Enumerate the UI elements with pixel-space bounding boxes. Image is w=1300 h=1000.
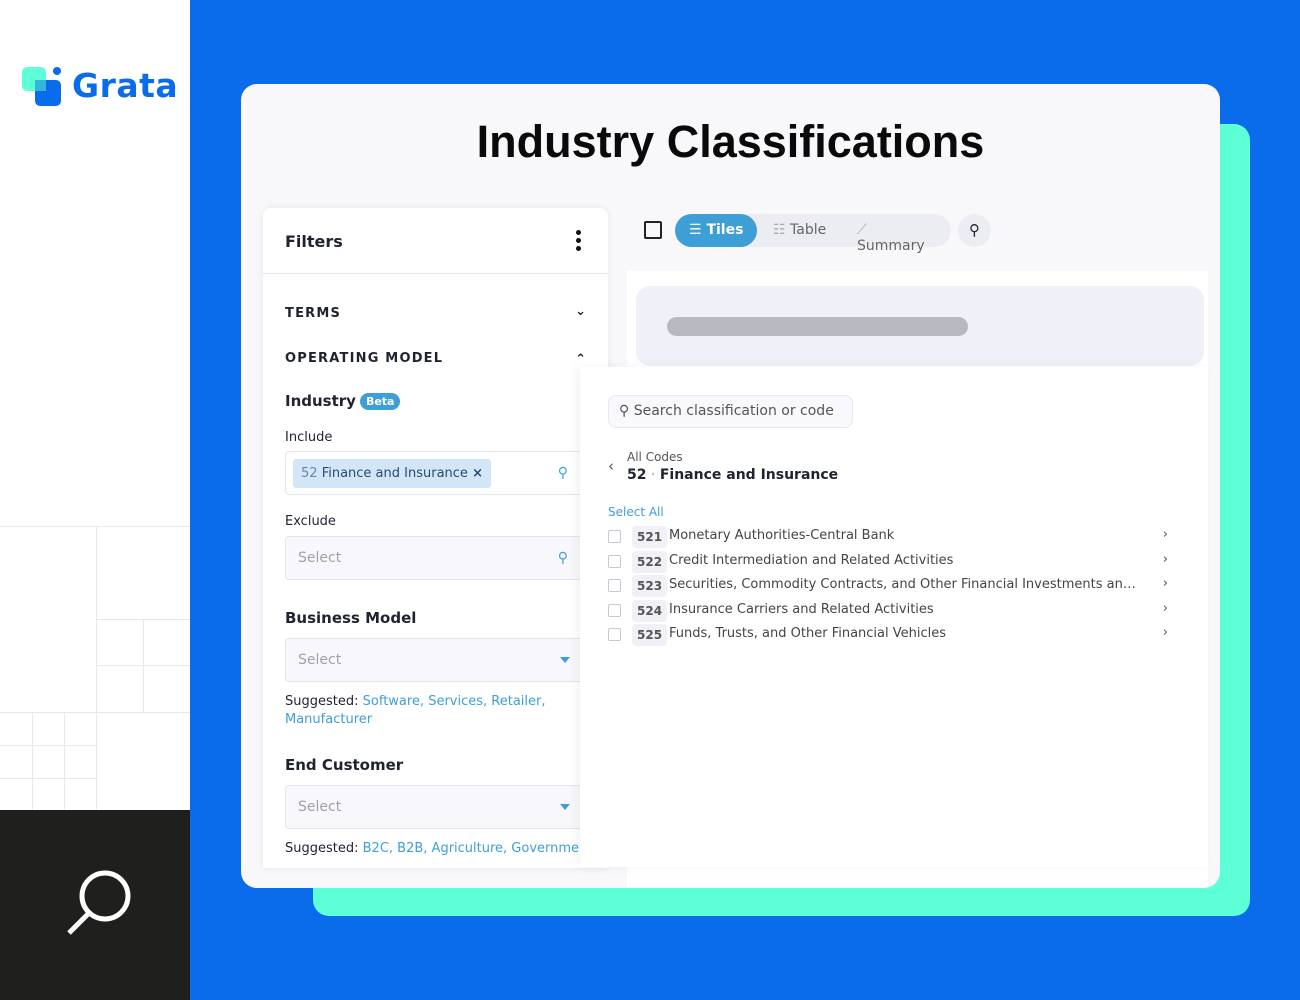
tab-tiles[interactable]: ☰ Tiles (675, 214, 758, 247)
industry-label: Industry Beta (285, 392, 401, 410)
end-customer-label: End Customer (285, 756, 404, 774)
row-code: 522 (632, 550, 668, 573)
skeleton-bar (667, 317, 968, 336)
chevron-right-icon[interactable]: › (1162, 576, 1168, 591)
exclude-input[interactable]: Select ⚲ (285, 536, 585, 580)
search-icon: ⚲ (969, 221, 980, 239)
search-icon: ⚲ (619, 403, 634, 419)
chevron-right-icon[interactable]: › (1162, 600, 1168, 616)
end-customer-select[interactable]: Select (285, 785, 585, 829)
chevron-right-icon[interactable]: › (1162, 527, 1168, 542)
beta-badge: Beta (359, 393, 401, 410)
select-all-checkbox[interactable] (644, 221, 662, 239)
classification-row[interactable]: 522 Credit Intermediation and Related Act… (608, 550, 1168, 574)
chevron-right-icon[interactable]: › (1162, 551, 1168, 567)
row-label: Monetary Authorities-Central Bank (669, 528, 895, 543)
row-code: 523 (632, 575, 668, 597)
row-checkbox[interactable] (608, 603, 621, 617)
chevron-down-icon[interactable]: ⌄ (575, 304, 586, 319)
divider (263, 273, 608, 274)
row-checkbox[interactable] (608, 628, 621, 641)
selected-chip: 52 Finance and Insurance × (293, 459, 491, 488)
row-code: 525 (632, 624, 668, 646)
classification-row[interactable]: 523 Securities, Commodity Contracts, and … (608, 574, 1168, 598)
suggestion-links[interactable]: Software, Services, Retailer, Manufactur… (285, 694, 546, 727)
current-classification: 52 · Finance and Insurance (627, 467, 839, 483)
feature-card: Industry Classifications ☰ Tiles ☷ Table… (241, 84, 1220, 888)
select-all-link[interactable]: Select All (608, 505, 664, 519)
tab-summary[interactable]: ⟋ Summary (857, 222, 925, 254)
search-icon: ⚲ (557, 550, 568, 566)
business-model-label: Business Model (285, 609, 417, 627)
business-model-select[interactable]: Select (285, 638, 585, 682)
more-options-icon[interactable] (576, 230, 582, 251)
section-operating-model[interactable]: OPERATING MODEL (285, 351, 444, 366)
classification-popover: ⚲ Search classification or code ‹ All Co… (580, 367, 1208, 867)
classification-search-input[interactable]: ⚲ Search classification or code (608, 395, 853, 428)
chevron-up-icon[interactable]: ⌃ (575, 352, 586, 367)
end-customer-suggestions: Suggested: B2C, B2B, Agriculture, Govern… (285, 841, 593, 856)
classification-row[interactable]: 525 Funds, Trusts, and Other Financial Ve… (608, 623, 1168, 647)
row-label: Funds, Trusts, and Other Financial Vehic… (669, 626, 947, 641)
row-label: Credit Intermediation and Related Activi… (669, 552, 954, 568)
row-code: 524 (632, 599, 668, 622)
grata-logo-icon (22, 67, 61, 106)
tab-table[interactable]: ☷ Table (773, 222, 827, 238)
list-icon: ☰ (689, 222, 707, 238)
remove-chip-icon[interactable]: × (472, 466, 483, 481)
filters-panel: Filters TERMS ⌄ OPERATING MODEL ⌃ Indust… (263, 208, 608, 868)
classification-row[interactable]: 521 Monetary Authorities-Central Bank › (608, 525, 1168, 549)
search-button[interactable]: ⚲ (958, 214, 991, 247)
classification-row[interactable]: 524 Insurance Carriers and Related Activi… (608, 599, 1168, 623)
include-input[interactable]: 52 Finance and Insurance × ⚲ (285, 451, 585, 495)
chart-icon: ⟋ (857, 222, 867, 238)
business-model-suggestions: Suggested: Software, Services, Retailer,… (285, 694, 546, 727)
chevron-right-icon[interactable]: › (1162, 625, 1168, 640)
caret-down-icon (560, 804, 570, 810)
section-terms[interactable]: TERMS (285, 306, 342, 321)
row-checkbox[interactable] (608, 530, 621, 543)
magnifier-icon (58, 870, 131, 945)
exclude-label: Exclude (285, 514, 336, 529)
filters-title: Filters (285, 232, 343, 251)
include-label: Include (285, 430, 333, 445)
row-label: Securities, Commodity Contracts, and Oth… (669, 577, 1144, 592)
row-checkbox[interactable] (608, 554, 621, 568)
row-code: 521 (632, 526, 668, 548)
brand-name: Grata (72, 66, 179, 105)
caret-down-icon (560, 657, 570, 663)
search-tile (0, 810, 190, 1000)
table-icon: ☷ (773, 222, 791, 238)
back-chevron-icon[interactable]: ‹ (608, 457, 614, 475)
breadcrumb-parent[interactable]: All Codes (627, 450, 683, 464)
search-icon: ⚲ (557, 465, 568, 481)
row-label: Insurance Carriers and Related Activitie… (669, 601, 934, 617)
view-switcher: ☰ Tiles ☷ Table ⟋ Summary (675, 214, 951, 254)
page-title: Industry Classifications (476, 116, 985, 167)
row-checkbox[interactable] (608, 579, 621, 592)
suggestion-links[interactable]: B2C, B2B, Agriculture, Government (362, 841, 593, 856)
